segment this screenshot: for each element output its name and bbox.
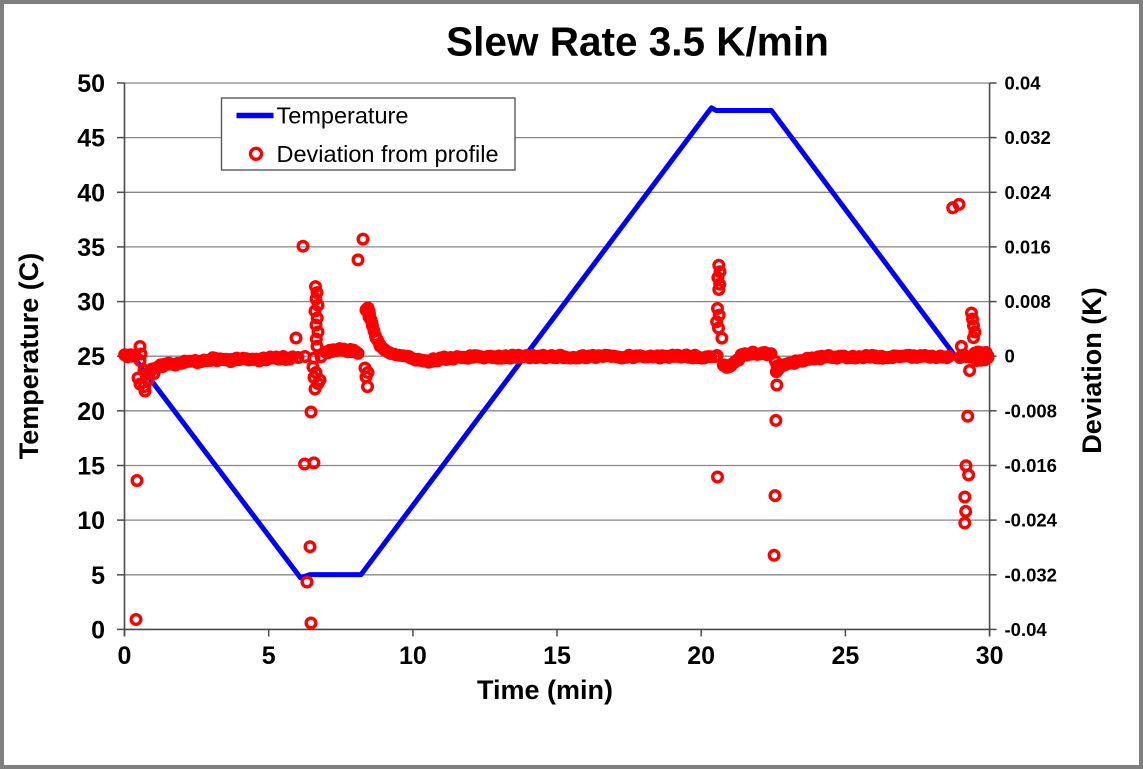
svg-text:10: 10 (77, 507, 105, 535)
svg-text:0.032: 0.032 (1005, 127, 1051, 148)
svg-text:25: 25 (831, 642, 859, 670)
svg-text:Deviation (K): Deviation (K) (1077, 287, 1107, 454)
svg-text:-0.016: -0.016 (1005, 455, 1057, 476)
svg-text:10: 10 (399, 642, 427, 670)
svg-text:35: 35 (77, 234, 105, 262)
svg-text:25: 25 (77, 343, 105, 371)
svg-text:0: 0 (1005, 346, 1015, 367)
svg-text:0.016: 0.016 (1005, 236, 1051, 257)
svg-text:0.04: 0.04 (1005, 73, 1042, 94)
svg-text:0.024: 0.024 (1005, 182, 1052, 203)
svg-text:0: 0 (118, 642, 132, 670)
svg-text:0: 0 (91, 616, 105, 644)
svg-text:Temperature: Temperature (277, 103, 409, 129)
svg-text:-0.032: -0.032 (1005, 564, 1057, 585)
svg-text:Deviation from profile: Deviation from profile (277, 141, 499, 167)
svg-text:-0.024: -0.024 (1005, 510, 1058, 531)
svg-text:30: 30 (77, 289, 105, 317)
svg-text:5: 5 (262, 642, 276, 670)
svg-text:30: 30 (976, 642, 1004, 670)
svg-text:45: 45 (77, 125, 105, 153)
svg-text:-0.04: -0.04 (1005, 619, 1048, 640)
svg-text:Temperature (C): Temperature (C) (14, 253, 44, 460)
svg-text:-0.008: -0.008 (1005, 400, 1057, 421)
svg-text:40: 40 (77, 179, 105, 207)
svg-text:20: 20 (687, 642, 715, 670)
svg-text:50: 50 (77, 70, 105, 98)
svg-text:Slew Rate 3.5 K/min: Slew Rate 3.5 K/min (446, 19, 829, 65)
svg-text:15: 15 (543, 642, 571, 670)
svg-text:Time (min): Time (min) (477, 675, 613, 705)
svg-text:20: 20 (77, 398, 105, 426)
svg-text:0.008: 0.008 (1005, 291, 1051, 312)
svg-text:5: 5 (91, 562, 105, 590)
svg-text:15: 15 (77, 453, 105, 481)
